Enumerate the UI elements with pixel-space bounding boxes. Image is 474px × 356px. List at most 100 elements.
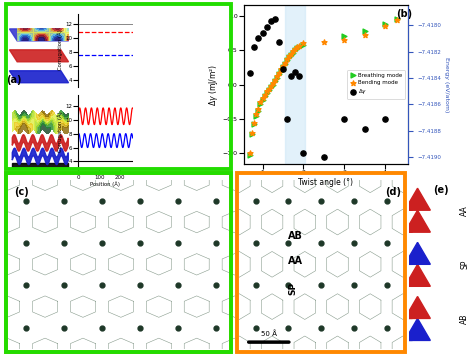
Bending mode [393,18,401,23]
Text: (d): (d) [385,187,401,197]
Text: SP: SP [460,260,469,269]
Bending mode [253,111,260,117]
Polygon shape [387,264,412,286]
Bending mode [281,60,289,66]
$\Delta\gamma$ [259,30,266,36]
Breathing mode [253,113,260,119]
Bending mode [265,86,273,91]
Breathing mode [295,44,303,49]
Polygon shape [405,318,430,340]
Breathing mode [340,33,348,39]
Polygon shape [387,297,412,318]
Breathing mode [251,122,258,127]
Bending mode [292,46,299,52]
Breathing mode [361,28,368,34]
$\Delta\gamma$ [295,73,303,79]
Breathing mode [285,54,293,60]
Breathing mode [255,108,262,114]
Text: SP: SP [288,282,297,295]
Breathing mode [277,68,285,74]
Bending mode [340,37,348,43]
Breathing mode [382,21,389,27]
Polygon shape [405,242,430,264]
$\Delta\gamma$ [267,18,274,24]
$\Delta\gamma$ [320,154,328,160]
Polygon shape [387,318,412,340]
Breathing mode [257,101,264,107]
Bending mode [320,39,328,45]
Breathing mode [292,47,299,53]
Polygon shape [405,264,430,286]
$\Delta\gamma$ [292,69,299,75]
Breathing mode [261,93,268,99]
X-axis label: Position (Å): Position (Å) [91,182,120,187]
Bending mode [293,44,301,50]
Breathing mode [273,75,281,80]
Polygon shape [12,163,68,169]
Text: AB: AB [460,313,469,324]
$\Delta\gamma$ [279,67,287,72]
Polygon shape [12,148,68,164]
Bar [285,5,305,164]
Polygon shape [387,188,412,210]
Bending mode [246,151,254,156]
Polygon shape [405,297,430,318]
Bending mode [295,43,303,49]
$\Delta\gamma$ [251,44,258,49]
Breathing mode [281,61,289,67]
Breathing mode [263,90,270,96]
$\Delta\gamma$ [283,116,291,122]
Bending mode [287,51,295,56]
Y-axis label: Corrugation (Å): Corrugation (Å) [57,111,63,152]
$\Delta\gamma$ [263,25,270,30]
Bending mode [300,40,307,46]
Bending mode [257,100,264,105]
Text: AA: AA [288,256,303,266]
Polygon shape [12,135,68,151]
$\Delta\gamma$ [382,116,389,122]
X-axis label: Twist angle (°): Twist angle (°) [298,178,354,187]
Text: (a): (a) [6,75,21,85]
Bending mode [248,130,256,136]
Polygon shape [387,242,412,264]
Breathing mode [289,50,297,56]
Legend: Breathing mode, Bending mode, $\Delta\gamma$: Breathing mode, Bending mode, $\Delta\ga… [347,70,405,99]
$\Delta\gamma$ [340,116,348,122]
Bending mode [289,49,297,54]
Breathing mode [246,152,254,158]
Bending mode [279,63,287,69]
$\Delta\gamma$ [287,73,295,78]
Text: AB: AB [288,231,303,241]
Bending mode [251,120,258,126]
Breathing mode [271,78,279,84]
$\Delta\gamma$ [275,39,283,45]
Breathing mode [279,64,287,70]
Y-axis label: Corrugation (Å): Corrugation (Å) [57,30,63,70]
Y-axis label: $\Delta\gamma$ (mJ/m²): $\Delta\gamma$ (mJ/m²) [207,63,220,106]
Bending mode [361,32,368,38]
Breathing mode [248,131,256,137]
Bending mode [255,106,262,111]
Text: (b): (b) [396,9,412,19]
Bending mode [263,89,270,94]
Bending mode [273,73,281,79]
Breathing mode [287,52,295,58]
Text: AA: AA [460,205,469,216]
Breathing mode [275,71,283,77]
Polygon shape [9,29,69,41]
$\Delta\gamma$ [300,151,307,156]
Text: (e): (e) [433,185,448,195]
Y-axis label: Energy (eV/atom): Energy (eV/atom) [444,57,449,112]
Polygon shape [9,50,69,62]
Bending mode [267,83,274,89]
Breathing mode [259,97,266,103]
Bending mode [269,80,276,86]
Bending mode [261,92,268,98]
$\Delta\gamma$ [271,16,279,22]
$\Delta\gamma$ [246,70,254,76]
Bending mode [382,23,389,29]
Breathing mode [265,87,273,93]
Breathing mode [283,58,291,63]
Polygon shape [387,210,412,232]
Bending mode [283,56,291,62]
